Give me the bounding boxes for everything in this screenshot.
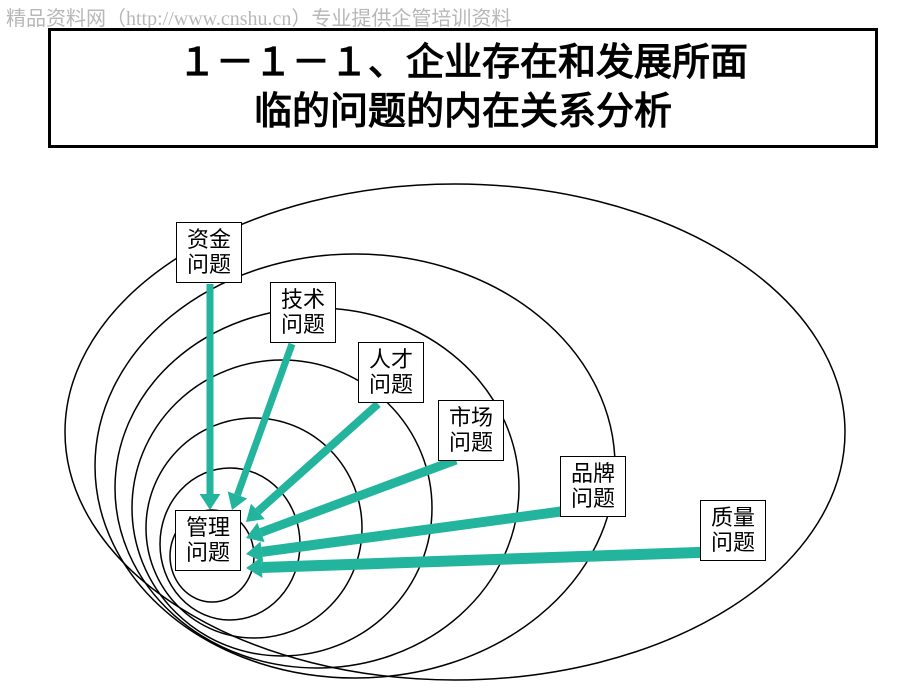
label-brand-line2: 问题 — [571, 486, 615, 511]
arrow-line-technology — [237, 344, 292, 495]
ellipse-3 — [132, 360, 432, 656]
arrow-head-funds — [200, 494, 221, 510]
arrow-line-quality — [262, 552, 712, 567]
label-funds-line2: 问题 — [187, 252, 231, 277]
arrow-line-market — [261, 460, 456, 532]
label-brand-line1: 品牌 — [571, 461, 615, 486]
diagram-svg — [0, 0, 920, 690]
label-talent: 人才问题 — [358, 342, 424, 403]
label-funds: 资金问题 — [176, 222, 242, 283]
label-center-line1: 管理 — [186, 515, 230, 540]
label-technology-line2: 问题 — [281, 312, 325, 337]
label-market: 市场问题 — [438, 400, 504, 461]
label-technology-line1: 技术 — [281, 287, 325, 312]
ellipse-2 — [115, 308, 519, 668]
label-brand: 品牌问题 — [560, 456, 626, 517]
label-quality-line2: 问题 — [711, 530, 755, 555]
label-market-line1: 市场 — [449, 405, 493, 430]
label-talent-line2: 问题 — [369, 372, 413, 397]
label-market-line2: 问题 — [449, 430, 493, 455]
label-center-line2: 问题 — [186, 540, 230, 565]
label-talent-line1: 人才 — [369, 347, 413, 372]
label-funds-line1: 资金 — [187, 227, 231, 252]
label-quality: 质量问题 — [700, 500, 766, 561]
label-quality-line1: 质量 — [711, 505, 755, 530]
label-technology: 技术问题 — [270, 282, 336, 343]
label-center: 管理问题 — [175, 510, 241, 571]
